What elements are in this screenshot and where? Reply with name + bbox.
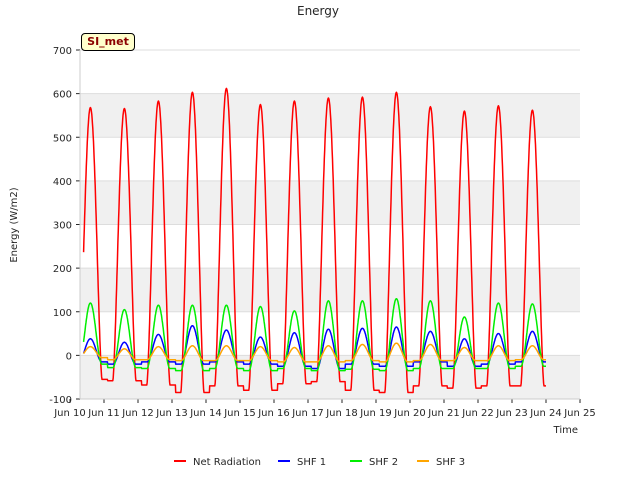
y-tick-label: 0 [66, 351, 72, 362]
x-tick-label: Jun 17 [291, 408, 324, 419]
x-tick-label: Jun 20 [393, 408, 426, 419]
legend: Net Radiation SHF 1 SHF 2 SHF 3 [174, 457, 465, 468]
y-tick-label: 600 [53, 90, 72, 101]
x-tick-label: Jun 21 [427, 408, 460, 419]
x-tick-label: Jun 22 [461, 408, 494, 419]
x-tick-label: Jun 25 [563, 408, 596, 419]
y-tick-label: 500 [53, 133, 72, 144]
series-line-1 [82, 87, 547, 394]
y-tick-label: 300 [53, 221, 72, 232]
site-badge: SI_met [81, 33, 135, 51]
y-axis-label: Energy (W/m2) [9, 187, 20, 262]
series-line-2 [82, 324, 547, 370]
x-tick-label: Jun 18 [325, 408, 358, 419]
y-tick-label: 100 [53, 308, 72, 319]
x-tick-label: Jun 11 [87, 408, 120, 419]
x-tick-label: Jun 12 [121, 408, 154, 419]
legend-label: SHF 3 [436, 457, 465, 468]
chart-title: Energy [297, 4, 339, 18]
x-tick-label: Jun 24 [529, 408, 562, 419]
grid-band [80, 355, 580, 399]
legend-label: SHF 2 [369, 457, 398, 468]
x-tick-label: Jun 13 [155, 408, 188, 419]
x-tick-label: Jun 23 [495, 408, 528, 419]
legend-label: Net Radiation [193, 457, 261, 468]
x-tick-label: Jun 10 [53, 408, 86, 419]
y-tick-label: 400 [53, 177, 72, 188]
x-tick-label: Jun 14 [189, 408, 222, 419]
series-layer [82, 87, 547, 394]
x-tick-label: Jun 19 [359, 408, 392, 419]
y-tick-label: 700 [53, 46, 72, 57]
x-axis-label: Time [553, 425, 578, 436]
series-line-3 [82, 297, 547, 372]
series-line-4 [82, 342, 547, 363]
x-tick-label: Jun 16 [257, 408, 290, 419]
grid-band [80, 180, 580, 225]
y-tick-label: 200 [53, 264, 72, 275]
x-tick-label: Jun 15 [223, 408, 256, 419]
y-tick-label: -100 [49, 395, 72, 406]
legend-label: SHF 1 [297, 457, 326, 468]
